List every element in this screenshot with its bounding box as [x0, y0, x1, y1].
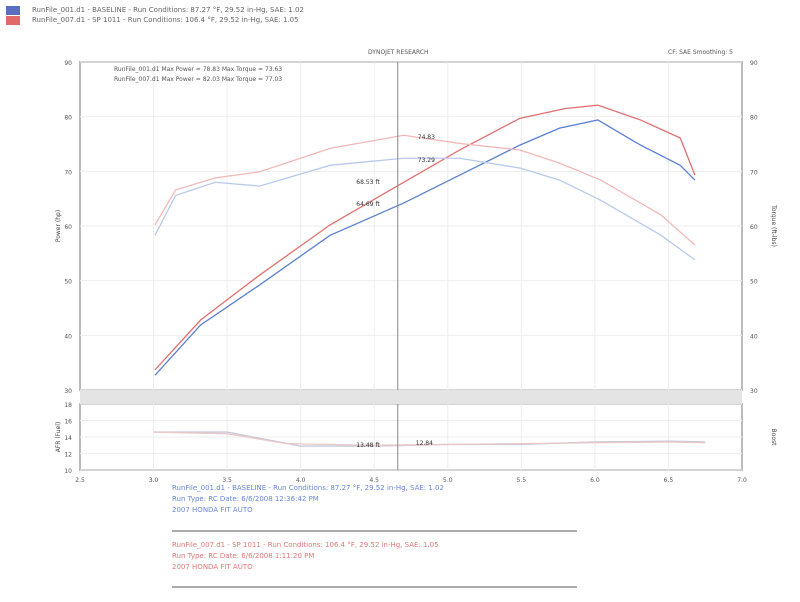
legend-run1: RunFile_001.d1 Max Power = 78.83 Max Tor…: [114, 66, 283, 73]
splitter: [80, 390, 742, 404]
y-tick-label: 12: [64, 452, 72, 459]
footer-run2-line3: 2007 HONDA FIT AUTO: [172, 563, 253, 571]
series-line: [154, 134, 696, 246]
series-line: [154, 119, 696, 376]
y2-tick-label: 30: [750, 388, 758, 395]
y-tick-label: 50: [64, 279, 72, 286]
settings-label: CF: SAE Smoothing: 5: [668, 49, 734, 56]
x-tick-label: 3.0: [149, 477, 159, 484]
run1-swatch: [6, 6, 20, 15]
y-tick-label: 60: [64, 224, 72, 231]
chart-title: DYNOJET RESEARCH: [368, 49, 429, 56]
x-tick-label: 2.5: [75, 477, 85, 484]
y2-tick-label: 80: [750, 115, 758, 122]
divider: [172, 586, 577, 588]
x-tick-label: 6.0: [590, 477, 600, 484]
y-tick-label: 40: [64, 333, 72, 340]
y-axis-label: AFR (Fuel): [55, 422, 62, 453]
x-tick-label: 3.5: [222, 477, 232, 484]
footer-run1-line1: RunFile_001.d1 - BASELINE - Run Conditio…: [172, 484, 444, 492]
y-tick-label: 30: [64, 388, 72, 395]
y2-axis-label: Torque (ft-lbs): [770, 204, 777, 247]
y-tick-label: 80: [64, 115, 72, 122]
y-tick-label: 16: [64, 419, 72, 426]
footer-run1-line2: Run Type: RC Date: 6/6/2008 12:36:42 PM: [172, 495, 319, 503]
header-run2: RunFile_007.d1 - SP 1011 - Run Condition…: [32, 16, 299, 24]
x-tick-label: 5.5: [517, 477, 527, 484]
legend-run2: RunFile_007.d1 Max Power = 82.03 Max Tor…: [114, 76, 283, 83]
x-tick-label: 5.0: [443, 477, 453, 484]
y2-tick-label: 70: [750, 169, 758, 176]
x-tick-label: 6.5: [664, 477, 674, 484]
footer-run2-line2: Run Type: RC Date: 6/6/2008 1:11:20 PM: [172, 552, 315, 560]
header-run1: RunFile_001.d1 - BASELINE - Run Conditio…: [32, 6, 304, 14]
y-tick-label: 70: [64, 169, 72, 176]
x-tick-label: 4.5: [369, 477, 379, 484]
y-tick-label: 10: [64, 468, 72, 475]
series-line: [154, 104, 696, 371]
y2-tick-label: 90: [750, 60, 758, 67]
y-tick-label: 90: [64, 60, 72, 67]
cursor-value-label: 73.29: [418, 157, 435, 164]
cursor-value-label: 74.83: [418, 134, 435, 141]
footer-run1-line3: 2007 HONDA FIT AUTO: [172, 506, 253, 514]
y-tick-label: 14: [64, 435, 72, 442]
x-tick-label: 7.0: [737, 477, 747, 484]
series-line: [153, 431, 706, 446]
y2-tick-label: 40: [750, 333, 758, 340]
y2-axis-label: Boost: [770, 429, 777, 447]
y2-tick-label: 50: [750, 279, 758, 286]
cursor-value-label: 68.53 ft: [356, 179, 380, 186]
y-axis-label: Power (hp): [55, 210, 62, 242]
cursor-value-label: 13.48 ft: [356, 442, 380, 449]
divider: [172, 530, 577, 532]
run2-swatch: [6, 16, 20, 25]
y-tick-label: 18: [64, 402, 72, 409]
cursor-value-label: 64.69 ft: [356, 201, 380, 208]
series-line: [154, 157, 696, 261]
footer-run2-line1: RunFile_007.d1 - SP 1011 - Run Condition…: [172, 541, 439, 549]
x-tick-label: 4.0: [296, 477, 306, 484]
cursor-value-label: 12.84: [416, 440, 433, 447]
y2-tick-label: 60: [750, 224, 758, 231]
